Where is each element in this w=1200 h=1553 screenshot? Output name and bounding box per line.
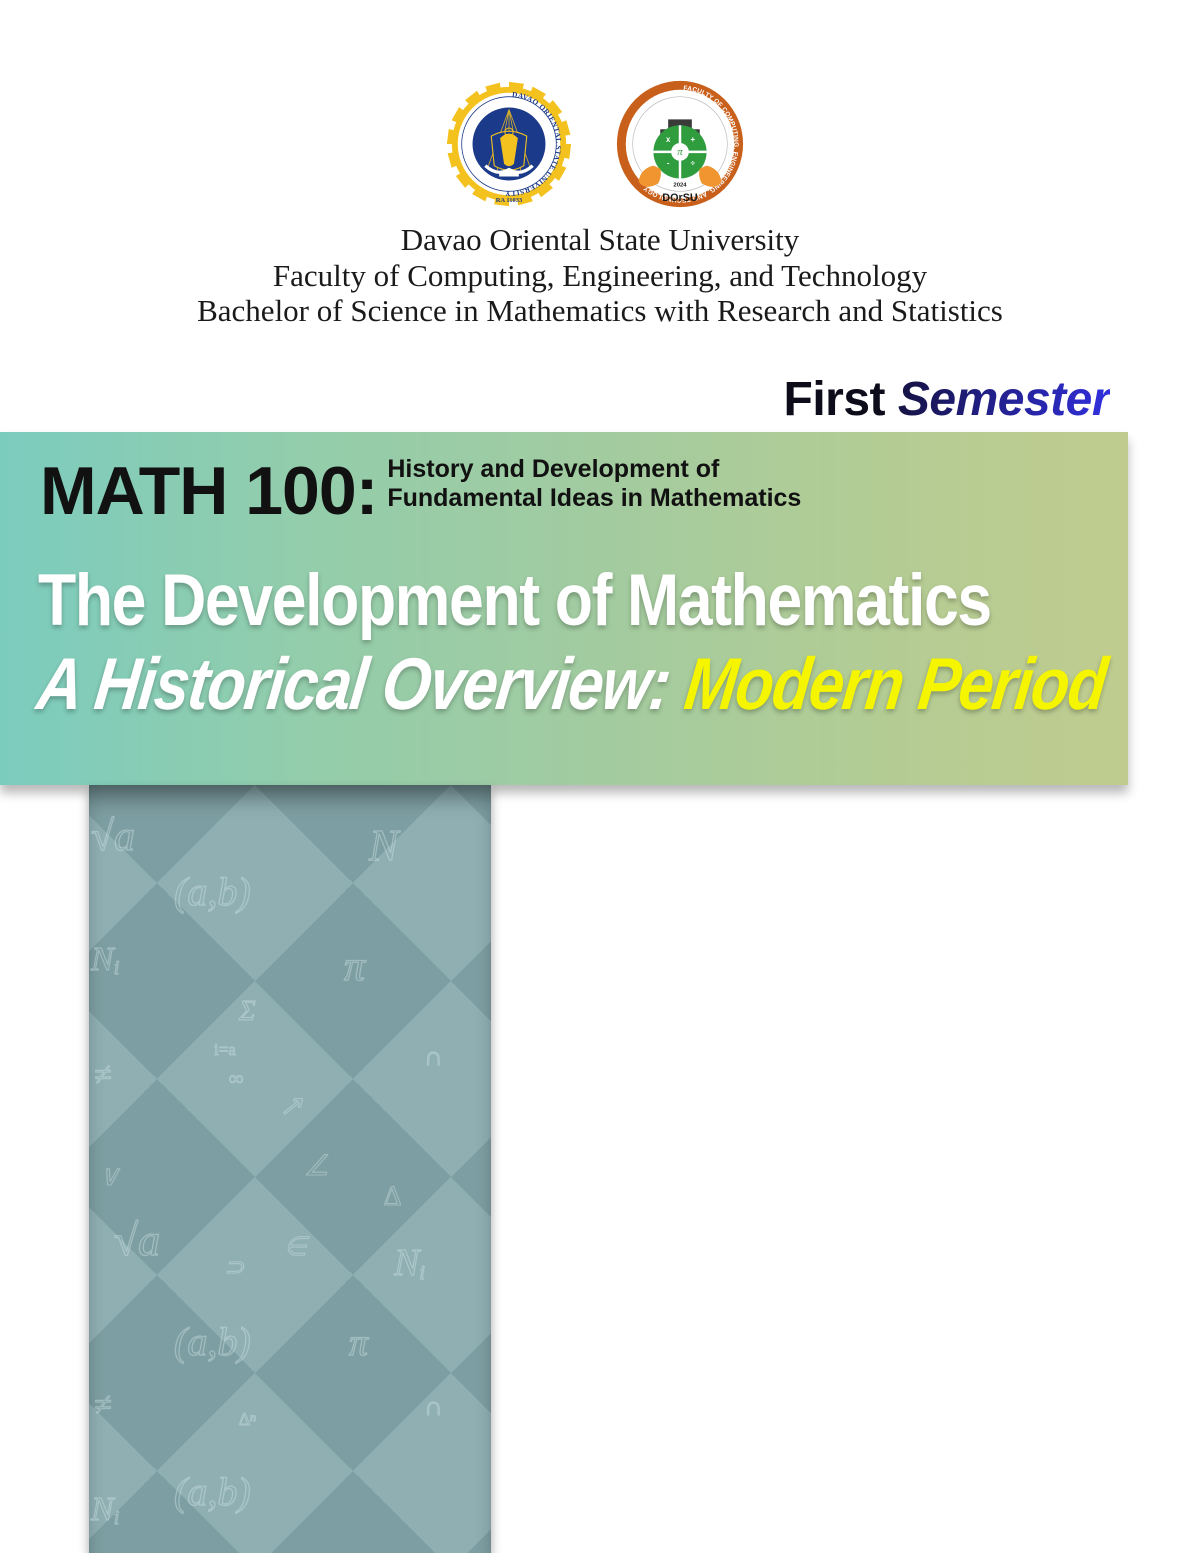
svg-text:N: N — [368, 821, 401, 870]
svg-text:DOrSU: DOrSU — [662, 192, 698, 204]
svg-text:∆: ∆ — [384, 1181, 401, 1212]
svg-text:2024: 2024 — [673, 182, 687, 188]
svg-text:Ni: Ni — [90, 941, 119, 979]
svg-text:(a,b): (a,b) — [174, 1319, 251, 1364]
svg-text:π: π — [344, 944, 366, 990]
svg-text:(a,b): (a,b) — [174, 1469, 251, 1514]
svg-text:∈: ∈ — [284, 1232, 310, 1261]
svg-text:√a: √a — [91, 814, 135, 860]
svg-text:∆n: ∆n — [239, 1409, 256, 1429]
svg-text:RA 11033: RA 11033 — [496, 197, 523, 204]
svg-text:π: π — [677, 146, 683, 158]
svg-text:Ni: Ni — [90, 1491, 119, 1529]
svg-text:(a,b): (a,b) — [174, 869, 251, 914]
svg-text:÷: ÷ — [691, 159, 696, 168]
svg-text:∠: ∠ — [304, 1151, 329, 1182]
svg-text:≠: ≠ — [94, 1056, 112, 1092]
svg-text:√a: √a — [114, 1216, 160, 1265]
svg-text:Ni: Ni — [393, 1242, 425, 1284]
svg-text:Σ: Σ — [238, 996, 256, 1027]
svg-text:x: x — [666, 135, 671, 144]
svg-text:-: - — [667, 159, 670, 168]
svg-text:i=a: i=a — [214, 1040, 236, 1059]
svg-text:∩: ∩ — [424, 1392, 443, 1421]
svg-text:≠: ≠ — [94, 1386, 112, 1422]
svg-text:∞: ∞ — [229, 1068, 243, 1090]
svg-text:∩: ∩ — [424, 1042, 443, 1071]
svg-text:↗: ↗ — [279, 1091, 303, 1122]
svg-text:π: π — [349, 1322, 369, 1364]
svg-text:∨: ∨ — [99, 1161, 120, 1192]
svg-text:+: + — [691, 135, 696, 144]
svg-text:⊃: ⊃ — [224, 1255, 245, 1281]
